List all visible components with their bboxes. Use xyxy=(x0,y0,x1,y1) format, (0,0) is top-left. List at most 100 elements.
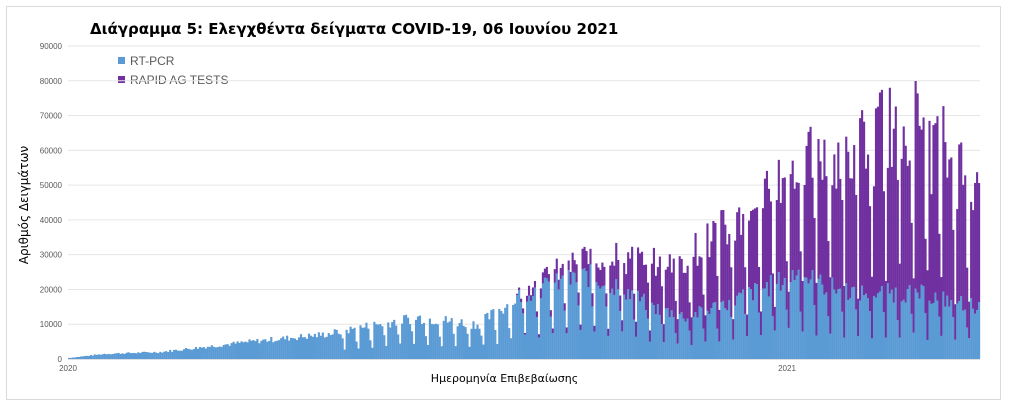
bar-rt-pcr xyxy=(147,352,150,359)
bar-rapid-ag xyxy=(898,263,901,338)
bar-rt-pcr xyxy=(660,324,663,359)
bar-rt-pcr xyxy=(789,282,792,359)
bar-rt-pcr xyxy=(123,353,126,359)
bar-rapid-ag xyxy=(773,306,776,331)
bar-rapid-ag xyxy=(970,201,973,298)
bar-rt-pcr xyxy=(738,292,741,359)
bar-rt-pcr xyxy=(478,328,481,359)
bar-rt-pcr xyxy=(924,313,927,359)
bar-rt-pcr xyxy=(710,308,713,359)
bar-rt-pcr xyxy=(767,296,770,359)
bar-rapid-ag xyxy=(900,158,903,302)
bar-rapid-ag xyxy=(559,267,562,279)
bar-rt-pcr xyxy=(553,282,556,359)
bar-rt-pcr xyxy=(83,355,86,359)
bar-rapid-ag xyxy=(892,128,895,303)
y-tick-label: 40000 xyxy=(40,216,63,225)
bar-rt-pcr xyxy=(317,332,320,359)
bar-rapid-ag xyxy=(734,240,737,306)
y-tick-label: 60000 xyxy=(40,146,63,155)
bar-rt-pcr xyxy=(315,337,318,359)
bar-rt-pcr xyxy=(446,322,449,359)
bar-rapid-ag xyxy=(531,287,535,297)
bar-rapid-ag xyxy=(918,125,921,299)
bar-rapid-ag xyxy=(601,262,604,287)
bar-rt-pcr xyxy=(450,318,453,359)
bar-rt-pcr xyxy=(412,343,416,359)
bar-rapid-ag xyxy=(569,271,572,285)
bar-rt-pcr xyxy=(686,318,689,359)
bar-rapid-ag xyxy=(847,151,850,301)
bar-rapid-ag xyxy=(708,257,711,315)
bar-rt-pcr xyxy=(886,283,889,359)
bar-rt-pcr xyxy=(73,357,77,359)
bar-rapid-ag xyxy=(787,291,790,328)
bar-rt-pcr xyxy=(182,349,186,359)
bar-rt-pcr xyxy=(704,341,707,359)
bar-rapid-ag xyxy=(676,319,679,344)
bar-rt-pcr xyxy=(575,282,578,359)
bar-rt-pcr xyxy=(496,343,499,359)
bar-rt-pcr xyxy=(355,341,358,359)
bar-rt-pcr xyxy=(204,348,207,359)
bar-rapid-ag xyxy=(813,218,816,306)
bar-rapid-ag xyxy=(537,334,541,338)
bar-rt-pcr xyxy=(262,339,265,359)
bar-rt-pcr xyxy=(845,283,848,359)
bar-rapid-ag xyxy=(775,200,778,284)
bar-rt-pcr xyxy=(236,341,239,359)
bar-rt-pcr xyxy=(381,326,384,359)
bar-rt-pcr xyxy=(674,332,677,359)
bar-rapid-ag xyxy=(958,144,961,302)
bar-rapid-ag xyxy=(874,108,878,298)
bar-rt-pcr xyxy=(303,337,307,359)
bar-rt-pcr xyxy=(333,329,336,359)
bar-rt-pcr xyxy=(210,345,213,359)
bar-rapid-ag xyxy=(849,178,852,299)
bar-rapid-ag xyxy=(825,176,828,293)
bar-rt-pcr xyxy=(525,301,529,359)
bar-rt-pcr xyxy=(839,288,842,359)
bar-rt-pcr xyxy=(109,354,112,359)
bar-rt-pcr xyxy=(922,285,925,359)
bar-rt-pcr xyxy=(420,324,424,359)
bar-rt-pcr xyxy=(535,317,539,359)
bar-rt-pcr xyxy=(607,335,610,359)
bar-rapid-ag xyxy=(868,206,872,312)
bar-rapid-ag xyxy=(908,160,911,286)
bar-rt-pcr xyxy=(527,295,531,359)
legend-label-rapid-ag: RAPID AG TESTS xyxy=(130,72,229,87)
bar-rt-pcr xyxy=(202,347,205,359)
bar-rt-pcr xyxy=(918,298,921,359)
bar-rt-pcr xyxy=(633,319,636,359)
bar-rapid-ag xyxy=(571,252,574,272)
bar-rt-pcr xyxy=(880,285,883,359)
bar-rt-pcr xyxy=(430,324,433,359)
bar-rt-pcr xyxy=(232,341,235,359)
bar-rt-pcr xyxy=(440,346,443,359)
bar-rt-pcr xyxy=(865,293,868,359)
bar-rapid-ag xyxy=(623,263,626,295)
bar-rapid-ag xyxy=(894,106,897,288)
bar-rapid-ag xyxy=(863,121,866,296)
bar-rapid-ag xyxy=(577,292,580,306)
bar-rapid-ag xyxy=(833,154,836,290)
bar-rt-pcr xyxy=(359,325,362,359)
bar-rapid-ag xyxy=(718,309,721,342)
bar-rt-pcr xyxy=(748,287,751,359)
bar-rt-pcr xyxy=(946,295,949,359)
bar-rapid-ag xyxy=(884,280,887,338)
bar-rt-pcr xyxy=(179,350,182,359)
bar-rt-pcr xyxy=(155,352,158,359)
bar-rt-pcr xyxy=(385,345,388,359)
bar-rt-pcr xyxy=(851,287,854,359)
bar-rapid-ag xyxy=(525,295,529,302)
bar-rapid-ag xyxy=(785,261,788,310)
bar-rt-pcr xyxy=(462,325,465,359)
bar-rt-pcr xyxy=(698,306,701,359)
bar-rt-pcr xyxy=(460,319,463,359)
bar-rt-pcr xyxy=(516,295,519,359)
bar-rt-pcr xyxy=(565,333,568,359)
bar-rapid-ag xyxy=(728,233,731,301)
bar-rt-pcr xyxy=(859,300,862,359)
